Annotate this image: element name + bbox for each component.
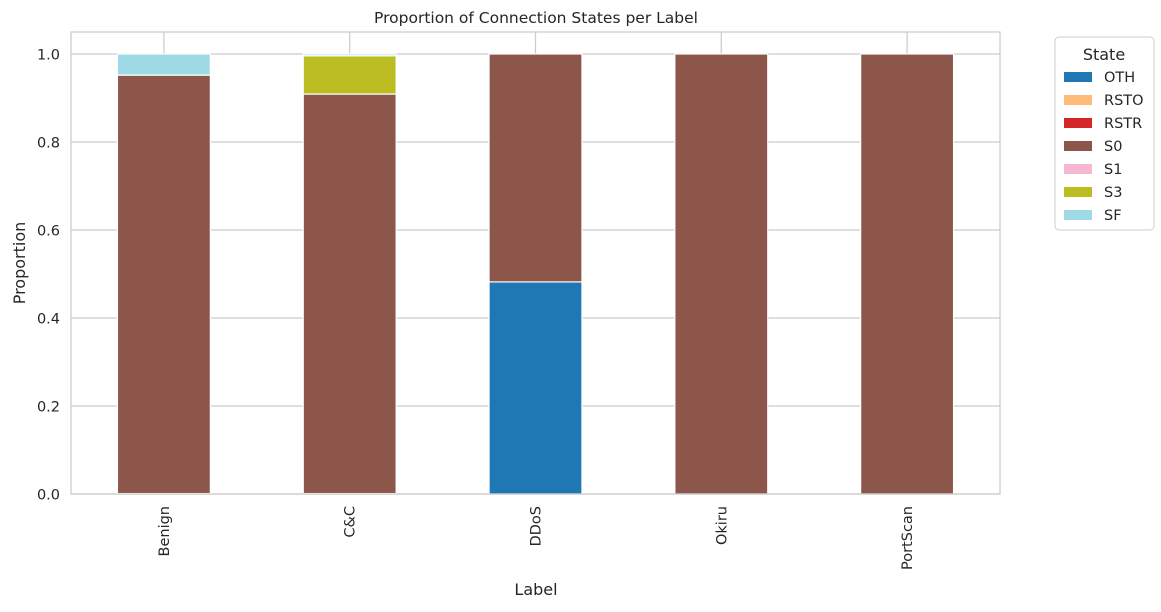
legend-swatch-s3 bbox=[1064, 187, 1092, 197]
bar-segment-s0 bbox=[489, 54, 582, 282]
bar-segment-sf bbox=[303, 54, 396, 56]
legend-swatch-s0 bbox=[1064, 141, 1092, 151]
bar-segment-oth bbox=[489, 282, 582, 494]
bar-segment-s0 bbox=[303, 94, 396, 494]
x-axis-label: Label bbox=[514, 580, 557, 599]
y-axis-label: Proportion bbox=[10, 222, 29, 305]
bar-segment-s0 bbox=[675, 54, 768, 494]
y-tick-label: 0.0 bbox=[37, 488, 60, 504]
legend-label: SF bbox=[1104, 208, 1122, 224]
legend-swatch-s1 bbox=[1064, 164, 1092, 174]
legend-label: RSTR bbox=[1104, 116, 1142, 132]
legend-swatch-rstr bbox=[1064, 118, 1092, 128]
x-tick-label: PortScan bbox=[900, 506, 916, 570]
x-tick-label: C&C bbox=[343, 506, 359, 538]
legend-swatch-oth bbox=[1064, 72, 1092, 82]
y-tick-label: 1.0 bbox=[37, 48, 60, 64]
legend-label: S1 bbox=[1104, 162, 1122, 178]
y-tick-label: 0.4 bbox=[37, 312, 60, 328]
legend-title: State bbox=[1083, 45, 1125, 64]
y-tick-label: 0.8 bbox=[37, 136, 60, 152]
legend-swatch-sf bbox=[1064, 210, 1092, 220]
bar-segment-sf bbox=[117, 54, 210, 75]
bar-segment-s0 bbox=[117, 75, 210, 493]
legend-frame bbox=[1055, 37, 1154, 230]
x-tick-label: Benign bbox=[157, 506, 173, 556]
y-tick-label: 0.6 bbox=[37, 224, 60, 240]
legend: State OTH RSTO RSTR S0 S1 S3 SF bbox=[1055, 37, 1154, 230]
bar-segment-s3 bbox=[303, 56, 396, 94]
legend-swatch-rsto bbox=[1064, 95, 1092, 105]
legend-label: S0 bbox=[1104, 139, 1122, 155]
bars-layer bbox=[117, 54, 953, 494]
x-tick-label: DDoS bbox=[529, 506, 545, 546]
y-tick-label: 0.2 bbox=[37, 400, 60, 416]
legend-label: RSTO bbox=[1104, 93, 1144, 109]
bar-segment-s0 bbox=[861, 54, 954, 494]
chart-title: Proportion of Connection States per Labe… bbox=[374, 9, 698, 27]
legend-label: S3 bbox=[1104, 185, 1122, 201]
x-tick-label: Okiru bbox=[714, 506, 730, 545]
legend-label: OTH bbox=[1104, 70, 1135, 86]
